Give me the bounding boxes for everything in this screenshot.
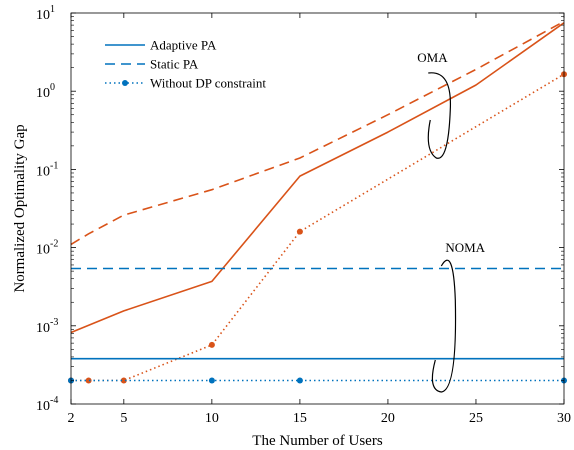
plot-marks bbox=[68, 20, 567, 384]
legend-label: Without DP constraint bbox=[150, 76, 266, 91]
legend-label: Static PA bbox=[150, 57, 199, 72]
series-line-oma-dashed bbox=[70, 20, 565, 246]
data-point bbox=[208, 377, 215, 384]
y-tick-label: 10-3 bbox=[36, 317, 58, 336]
x-tick-label: 20 bbox=[381, 411, 395, 426]
x-tick-label: 25 bbox=[469, 411, 483, 426]
plot-frame bbox=[70, 12, 565, 405]
y-tick-exponent: 1 bbox=[50, 4, 55, 15]
x-tick-label: 15 bbox=[293, 411, 307, 426]
y-axis-label: Normalized Optimality Gap bbox=[12, 124, 28, 292]
y-tick-exponent: -4 bbox=[50, 395, 58, 406]
y-tick-exponent: -3 bbox=[50, 317, 58, 328]
data-point bbox=[208, 341, 215, 348]
noma-bracket bbox=[431, 259, 457, 393]
y-tick-base: 10 bbox=[36, 243, 50, 258]
legend-marker bbox=[122, 80, 128, 86]
x-tick-label: 10 bbox=[205, 411, 219, 426]
annotation-marks: OMA NOMA bbox=[417, 50, 486, 393]
data-point bbox=[296, 377, 303, 384]
x-tick-label: 30 bbox=[557, 411, 571, 426]
oma-label: OMA bbox=[417, 50, 448, 65]
legend-label: Adaptive PA bbox=[150, 38, 217, 53]
y-tick-base: 10 bbox=[36, 86, 50, 101]
y-tick-label: 10-1 bbox=[36, 160, 58, 179]
y-tick-label: 10-4 bbox=[36, 395, 58, 414]
data-point bbox=[296, 228, 303, 235]
noma-label: NOMA bbox=[445, 240, 485, 255]
x-tick-label: 2 bbox=[68, 411, 75, 426]
series-line-oma-solid bbox=[70, 22, 565, 334]
x-tick-label: 5 bbox=[120, 411, 127, 426]
y-tick-exponent: 0 bbox=[50, 82, 55, 93]
data-point bbox=[120, 377, 127, 384]
y-tick-label: 10-2 bbox=[36, 239, 58, 258]
oma-bracket bbox=[427, 72, 451, 159]
y-tick-base: 10 bbox=[36, 399, 50, 414]
x-axis-label: The Number of Users bbox=[252, 433, 383, 449]
data-point bbox=[85, 377, 92, 384]
y-tick-label: 100 bbox=[36, 82, 55, 101]
y-tick-base: 10 bbox=[36, 321, 50, 336]
y-tick-exponent: -1 bbox=[50, 160, 58, 171]
y-tick-base: 10 bbox=[36, 8, 50, 23]
y-tick-base: 10 bbox=[36, 164, 50, 179]
y-tick-exponent: -2 bbox=[50, 239, 58, 250]
y-tick-label: 101 bbox=[36, 4, 55, 23]
legend: Adaptive PA Static PA Without DP constrain… bbox=[105, 38, 266, 91]
